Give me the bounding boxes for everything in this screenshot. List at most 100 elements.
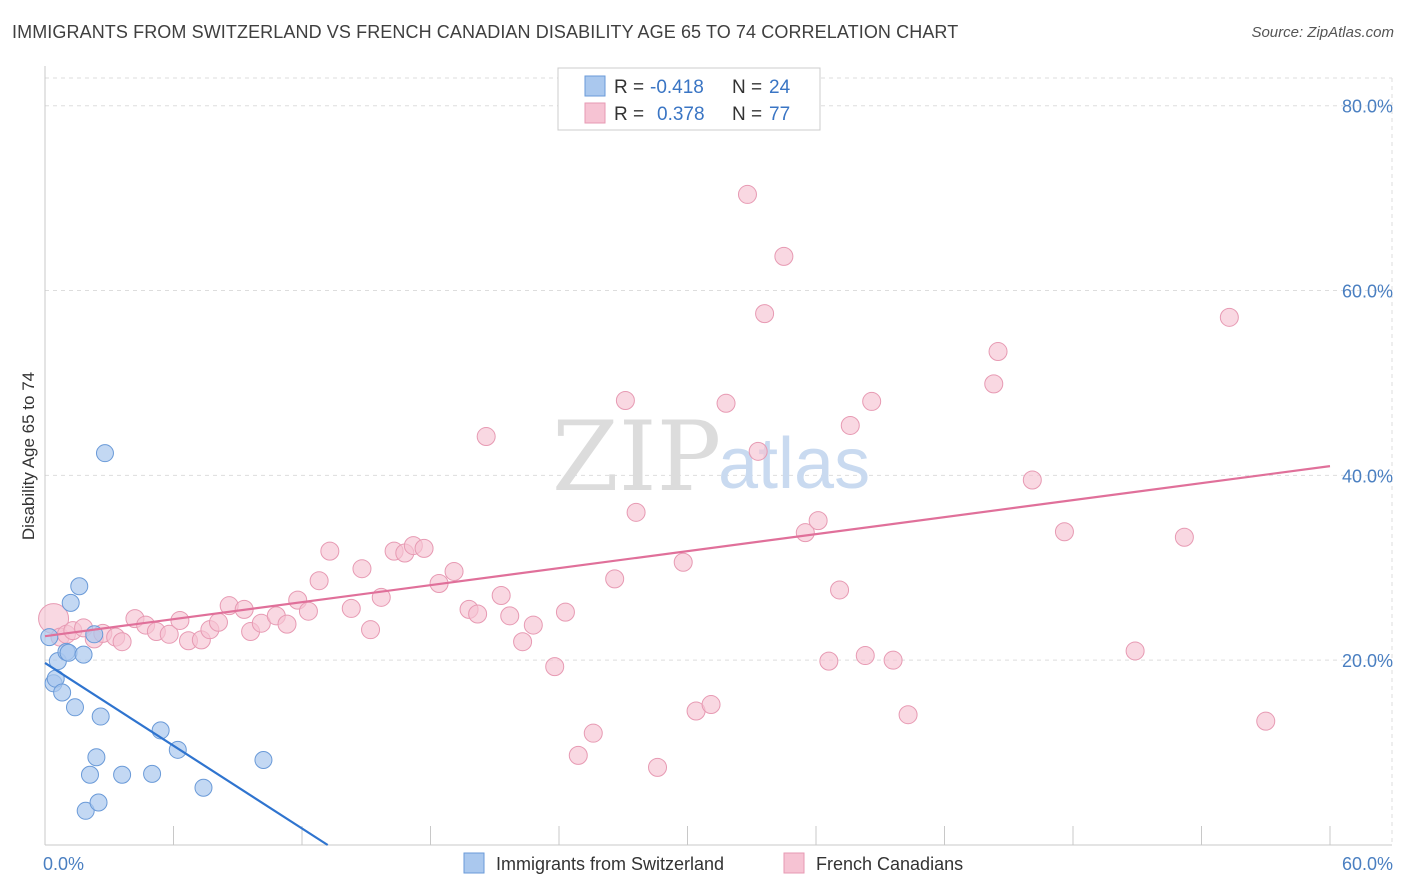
data-point-french-canadians — [673, 552, 693, 572]
data-point-french-canadians — [883, 650, 903, 670]
legend-swatch-pink — [584, 102, 606, 124]
data-point-french-canadians — [648, 757, 668, 777]
data-point-french-canadians — [112, 632, 132, 652]
data-point-french-canadians — [341, 598, 361, 618]
data-point-french-canadians — [545, 657, 565, 677]
data-point-french-canadians — [523, 615, 543, 635]
legend-r-label: R = — [614, 104, 644, 125]
data-point-immigrants-switzerland — [59, 643, 78, 662]
data-point-french-canadians — [774, 246, 794, 266]
data-point-french-canadians — [1022, 470, 1042, 490]
data-point-french-canadians — [583, 723, 603, 743]
axes — [44, 66, 1392, 846]
data-point-french-canadians — [755, 304, 775, 324]
data-point-immigrants-switzerland — [80, 765, 99, 784]
x-tick-label: 60.0% — [1342, 854, 1393, 874]
data-point-french-canadians — [468, 604, 488, 624]
legend-r-value: 0.378 — [657, 104, 705, 125]
series-immigrants-switzerland — [40, 444, 273, 820]
y-axis-label: Disability Age 65 to 74 — [19, 372, 38, 540]
y-tick-labels: 20.0% 40.0% 60.0% 80.0% — [1342, 97, 1393, 671]
data-point-french-canadians — [170, 610, 190, 630]
data-point-french-canadians — [555, 602, 575, 622]
legend-r-label: R = — [614, 77, 644, 98]
data-point-immigrants-switzerland — [53, 683, 72, 702]
watermark-atlas: atlas — [718, 424, 870, 504]
data-point-immigrants-switzerland — [87, 748, 106, 767]
data-point-french-canadians — [320, 541, 340, 561]
trend-line-french-canadians — [44, 465, 1331, 638]
data-point-french-canadians — [414, 538, 434, 558]
x-tick-label: 0.0% — [43, 854, 84, 874]
data-point-immigrants-switzerland — [91, 707, 110, 726]
data-point-french-canadians — [737, 184, 757, 204]
y-tick-label: 20.0% — [1342, 651, 1393, 671]
series-legend-swatch-pink — [783, 852, 805, 874]
trend-line-immigrants-switzerland — [44, 662, 329, 846]
data-point-french-canadians — [984, 374, 1004, 394]
data-point-immigrants-switzerland — [254, 750, 273, 769]
series-legend: Immigrants from Switzerland French Canad… — [463, 852, 963, 874]
data-point-french-canadians — [476, 427, 496, 447]
data-point-french-canadians — [855, 646, 875, 666]
data-point-immigrants-switzerland — [61, 593, 80, 612]
data-point-immigrants-switzerland — [65, 698, 84, 717]
data-point-french-canadians — [898, 705, 918, 725]
data-point-french-canadians — [1125, 641, 1145, 661]
data-point-immigrants-switzerland — [40, 628, 59, 647]
data-point-french-canadians — [159, 624, 179, 644]
data-point-french-canadians — [840, 415, 860, 435]
data-point-french-canadians — [862, 391, 882, 411]
data-point-immigrants-switzerland — [143, 764, 162, 783]
data-point-french-canadians — [1256, 711, 1276, 731]
legend-n-value: 24 — [769, 77, 791, 98]
data-point-french-canadians — [1054, 522, 1074, 542]
data-point-french-canadians — [251, 613, 271, 633]
data-point-french-canadians — [808, 511, 828, 531]
chart-title: IMMIGRANTS FROM SWITZERLAND VS FRENCH CA… — [12, 22, 959, 42]
data-point-french-canadians — [352, 559, 372, 579]
data-point-french-canadians — [716, 393, 736, 413]
series-legend-label: French Canadians — [816, 854, 963, 874]
legend-r-value: -0.418 — [650, 77, 704, 98]
data-point-french-canadians — [830, 580, 850, 600]
data-point-french-canadians — [1174, 527, 1194, 547]
data-point-french-canadians — [615, 391, 635, 411]
x-tick-labels: 0.0% 60.0% — [43, 854, 1393, 874]
data-point-french-canadians — [701, 695, 721, 715]
data-point-french-canadians — [568, 745, 588, 765]
legend-swatch-blue — [584, 75, 606, 97]
data-point-french-canadians — [748, 441, 768, 461]
y-tick-label: 60.0% — [1342, 282, 1393, 302]
data-point-immigrants-switzerland — [89, 793, 108, 812]
data-point-immigrants-switzerland — [70, 577, 89, 596]
series-legend-swatch-blue — [463, 852, 485, 874]
data-point-french-canadians — [444, 561, 464, 581]
legend-n-label: N = — [732, 77, 762, 98]
legend-n-label: N = — [732, 104, 762, 125]
watermark: ZIP atlas — [552, 401, 870, 513]
data-point-french-canadians — [626, 502, 646, 522]
data-point-immigrants-switzerland — [95, 444, 114, 463]
data-point-immigrants-switzerland — [74, 645, 93, 664]
data-point-french-canadians — [500, 606, 520, 626]
data-point-immigrants-switzerland — [113, 765, 132, 784]
y-tick-label: 40.0% — [1342, 466, 1393, 486]
series-legend-label: Immigrants from Switzerland — [496, 854, 724, 874]
data-point-immigrants-switzerland — [194, 778, 213, 797]
data-point-french-canadians — [277, 614, 297, 634]
watermark-zip: ZIP — [552, 401, 721, 513]
data-point-french-canadians — [513, 632, 533, 652]
data-point-french-canadians — [208, 612, 228, 632]
data-point-french-canadians — [298, 601, 318, 621]
data-point-french-canadians — [361, 620, 381, 640]
data-point-french-canadians — [309, 571, 329, 591]
source-credit: Source: ZipAtlas.com — [1251, 24, 1394, 41]
legend-n-value: 77 — [769, 104, 790, 125]
data-point-french-canadians — [819, 651, 839, 671]
y-tick-label: 80.0% — [1342, 97, 1393, 117]
data-point-french-canadians — [605, 569, 625, 589]
trend-lines — [44, 465, 1331, 846]
data-point-french-canadians — [491, 585, 511, 605]
